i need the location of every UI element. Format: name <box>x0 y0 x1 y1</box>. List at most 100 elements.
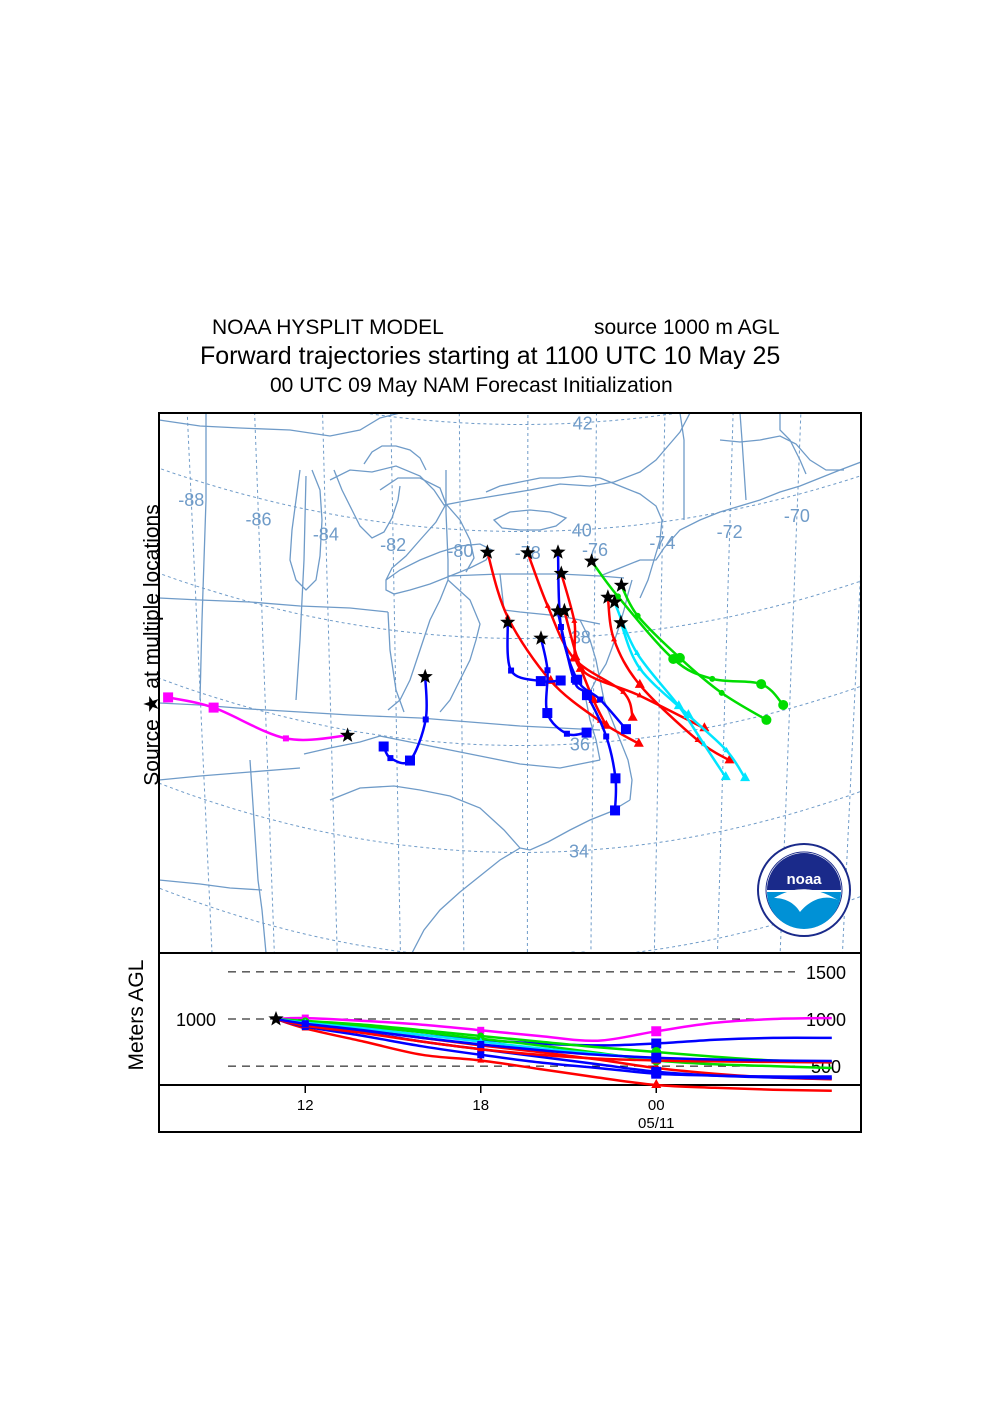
source-star <box>550 603 566 618</box>
longitude-line <box>186 413 213 953</box>
trajectory-marker <box>610 773 621 784</box>
height-marker <box>651 1079 662 1088</box>
height-marker <box>651 1068 662 1079</box>
time-axis-frame <box>158 1084 862 1133</box>
trajectory-marker <box>740 772 751 782</box>
trajectory-red-3 <box>563 610 612 729</box>
longitude-label: -72 <box>717 522 743 542</box>
height-series-blue-10 <box>275 1017 832 1063</box>
noaa-logo: noaa <box>757 843 851 937</box>
time-tick-label: 12 <box>297 1097 314 1114</box>
source-star <box>520 544 536 560</box>
height-line <box>275 1017 832 1063</box>
trajectory-marker <box>574 654 581 661</box>
trajectory-blue-5 <box>506 622 566 687</box>
longitude-line <box>899 75 954 1038</box>
longitude-line <box>102 80 155 1043</box>
trajectory-marker <box>611 635 618 642</box>
longitude-label: -70 <box>784 506 810 526</box>
height-marker <box>651 1026 662 1037</box>
longitude-label: -82 <box>380 535 406 555</box>
latitude-line <box>42 213 946 318</box>
latitude-label: 32 <box>568 949 588 969</box>
height-line <box>275 1017 832 1070</box>
trajectory-line <box>167 696 348 742</box>
trajectory-marker <box>756 679 767 690</box>
latitude-label: 34 <box>569 842 589 862</box>
longitude-label: -74 <box>649 533 675 553</box>
longitude-label: -76 <box>582 540 608 560</box>
trajectory-marker <box>700 740 707 747</box>
height-tick-label: 1500 <box>806 963 846 983</box>
trajectory-line <box>563 610 608 727</box>
trajectory-green-10 <box>590 560 789 710</box>
longitude-line <box>322 413 338 953</box>
longitude-label: -86 <box>246 509 272 529</box>
height-marker <box>477 1056 485 1063</box>
trajectory-marker <box>422 716 429 723</box>
trajectory-marker <box>581 727 592 738</box>
trajectory-line <box>560 573 705 730</box>
longitude-label: -80 <box>447 541 473 561</box>
source-star <box>600 589 616 604</box>
trajectory-marker <box>572 674 583 685</box>
trajectory-marker <box>634 678 645 688</box>
latitude-label: 42 <box>573 414 593 434</box>
trajectory-marker <box>163 692 174 703</box>
height-line <box>275 1017 832 1078</box>
trajectory-marker <box>282 735 289 742</box>
source-star <box>550 544 566 559</box>
source-star <box>553 565 569 580</box>
trajectory-marker <box>683 709 694 719</box>
source-star <box>613 577 629 592</box>
height-tick-label: 1000 <box>806 1010 846 1030</box>
trajectory-green-11 <box>620 584 772 725</box>
height-marker <box>651 1038 662 1049</box>
longitude-label: -88 <box>178 490 204 510</box>
trajectory-marker <box>508 667 515 674</box>
trajectory-marker <box>387 755 394 762</box>
trajectory-marker <box>724 754 735 764</box>
trajectory-marker <box>603 733 610 740</box>
trajectory-marker <box>610 805 621 816</box>
trajectory-marker <box>674 652 685 663</box>
trajectory-marker <box>673 700 684 710</box>
model-name: NOAA HYSPLIT MODEL <box>212 316 444 339</box>
trajectory-line <box>613 601 727 778</box>
longitude-line <box>526 413 529 953</box>
trajectory-marker <box>614 593 621 600</box>
chart-title: Forward trajectories starting at 1100 UT… <box>200 342 781 370</box>
height-line <box>275 1016 832 1043</box>
height-marker <box>301 1020 309 1028</box>
trajectory-marker <box>627 711 638 721</box>
latitude-line <box>35 106 952 211</box>
trajectory-blue-8 <box>556 552 631 735</box>
source-star <box>556 602 572 618</box>
trajectory-red-4 <box>606 597 735 764</box>
longitude-label: -84 <box>313 524 339 544</box>
source-height: source 1000 m AGL <box>594 316 780 339</box>
trajectory-line <box>506 622 561 683</box>
trajectory-marker <box>544 602 551 608</box>
latitude-line <box>159 467 861 532</box>
longitude-line <box>458 413 465 953</box>
trajectory-marker <box>557 624 564 631</box>
latitude-label: 40 <box>572 521 592 541</box>
trajectory-marker <box>694 736 701 742</box>
latitude-label: 36 <box>570 735 590 755</box>
longitude-line <box>390 413 401 953</box>
latitude-line <box>159 572 861 639</box>
longitude-line <box>254 413 275 953</box>
trajectory-marker <box>720 771 731 781</box>
forecast-init: 00 UTC 09 May NAM Forecast Initializatio… <box>270 374 673 397</box>
trajectory-blue-6 <box>539 638 592 738</box>
height-marker <box>477 1026 485 1034</box>
height-marker <box>651 1052 662 1063</box>
source-star <box>339 727 356 742</box>
trajectory-line <box>539 638 587 737</box>
trajectory-marker <box>636 691 643 698</box>
height-marker <box>477 1044 485 1052</box>
time-tick-label: 05/11 <box>638 1115 674 1132</box>
trajectory-blue-9 <box>378 676 429 766</box>
